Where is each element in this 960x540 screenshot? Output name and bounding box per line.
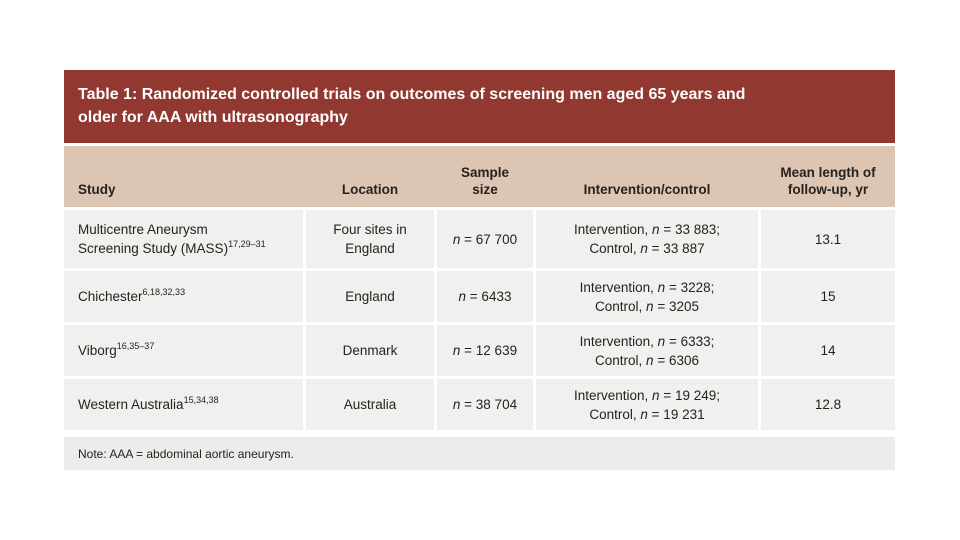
table-row-western-australia: Western Australia15,34,38 Australia n = … [64, 379, 895, 430]
study-cell: Multicentre Aneurysm Screening Study (MA… [64, 210, 303, 268]
column-header-sample-size-label: Sample size [460, 165, 510, 197]
reference-superscript: 17,29–31 [228, 238, 266, 249]
location-value: England [345, 289, 395, 304]
location-value: Four sites in England [333, 222, 407, 256]
table-1: Table 1: Randomized controlled trials on… [64, 70, 895, 470]
intervention-line: Intervention, n = 19 249; [574, 387, 720, 403]
intervention-control-cell: Intervention, n = 33 883; Control, n = 3… [536, 210, 758, 268]
followup-cell: 14 [761, 325, 895, 376]
location-cell: England [306, 271, 434, 322]
study-cell: Chichester6,18,32,33 [64, 271, 303, 322]
study-name: Multicentre Aneurysm Screening Study (MA… [78, 222, 266, 256]
sample-size-value: n = 38 704 [452, 397, 518, 412]
table-title-line1: Table 1: Randomized controlled trials on… [78, 86, 746, 103]
intervention-line: Intervention, n = 6333; [579, 333, 715, 349]
table-note: Note: AAA = abdominal aortic aneurysm. [64, 437, 895, 470]
location-cell: Denmark [306, 325, 434, 376]
column-header-followup-label: Mean length of follow-up, yr [780, 165, 876, 197]
followup-cell: 12.8 [761, 379, 895, 430]
table-row-viborg: Viborg16,35–37 Denmark n = 12 639 Interv… [64, 325, 895, 376]
sample-size-cell: n = 12 639 [437, 325, 533, 376]
table-title: Table 1: Randomized controlled trials on… [64, 70, 895, 143]
column-header-followup: Mean length of follow-up, yr [761, 146, 895, 207]
table-row-mass: Multicentre Aneurysm Screening Study (MA… [64, 210, 895, 268]
reference-superscript: 15,34,38 [183, 394, 219, 405]
control-line: Control, n = 3205 [595, 298, 699, 314]
column-header-intervention-control: Intervention/control [583, 182, 711, 197]
sample-size-value: n = 67 700 [452, 231, 518, 247]
followup-cell: 15 [761, 271, 895, 322]
location-cell: Four sites in England [306, 210, 434, 268]
control-line: Control, n = 19 231 [589, 406, 705, 422]
study-name: Chichester6,18,32,33 [78, 286, 186, 304]
location-cell: Australia [306, 379, 434, 430]
location-value: Denmark [342, 343, 398, 358]
sample-size-cell: n = 38 704 [437, 379, 533, 430]
sample-size-cell: n = 6433 [437, 271, 533, 322]
sample-size-value: n = 12 639 [452, 343, 518, 358]
control-line: Control, n = 6306 [595, 352, 699, 368]
followup-cell: 13.1 [761, 210, 895, 268]
column-header-location: Location [341, 182, 399, 197]
location-value: Australia [343, 397, 397, 412]
intervention-control-cell: Intervention, n = 19 249; Control, n = 1… [536, 379, 758, 430]
intervention-control-cell: Intervention, n = 3228; Control, n = 320… [536, 271, 758, 322]
sample-size-value: n = 6433 [458, 289, 512, 304]
reference-superscript: 16,35–37 [116, 340, 155, 351]
intervention-control-cell: Intervention, n = 6333; Control, n = 630… [536, 325, 758, 376]
study-name: Viborg16,35–37 [78, 340, 155, 358]
table-row-chichester: Chichester6,18,32,33 England n = 6433 In… [64, 271, 895, 322]
study-cell: Viborg16,35–37 [64, 325, 303, 376]
study-name: Western Australia15,34,38 [78, 394, 219, 412]
control-line: Control, n = 33 887 [589, 241, 705, 256]
intervention-line: Intervention, n = 3228; [579, 279, 715, 295]
sample-size-cell: n = 67 700 [437, 210, 533, 268]
intervention-line: Intervention, n = 33 883; [574, 222, 720, 237]
table-header-row: Study Location Sample size Intervention/… [64, 146, 895, 207]
column-header-sample-size: Sample size [437, 146, 533, 207]
column-header-study: Study [78, 182, 116, 197]
reference-superscript: 6,18,32,33 [142, 286, 186, 297]
study-cell: Western Australia15,34,38 [64, 379, 303, 430]
table-title-line2: older for AAA with ultrasonography [78, 109, 348, 126]
